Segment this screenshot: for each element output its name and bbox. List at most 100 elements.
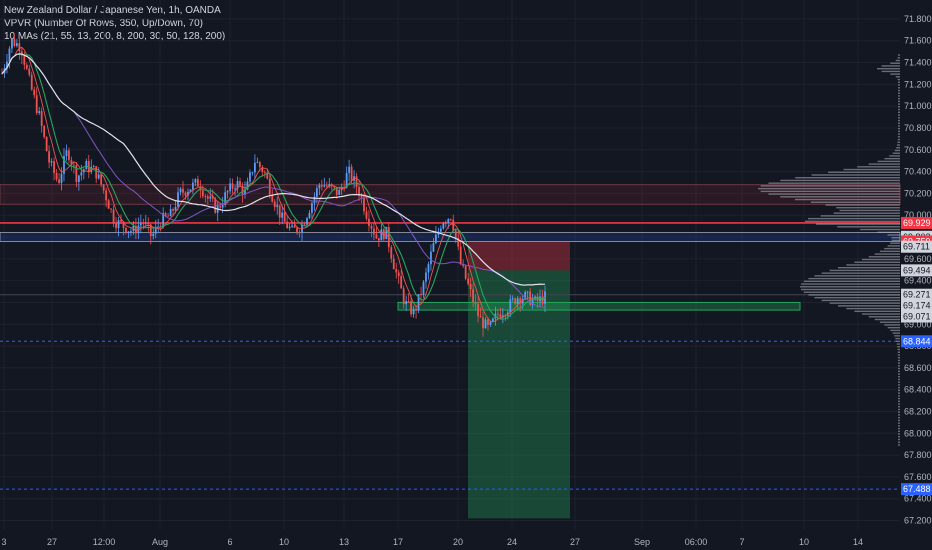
volume-profile-row xyxy=(895,76,900,78)
candle-body xyxy=(50,161,53,163)
candle-body xyxy=(308,212,311,219)
candle-body xyxy=(330,184,333,187)
ma-line-green[interactable] xyxy=(1,53,546,320)
resistance-zone[interactable] xyxy=(0,184,901,205)
candle-body xyxy=(147,222,150,225)
candle-body xyxy=(11,38,13,49)
candle-body xyxy=(459,246,462,265)
take-profit-box[interactable] xyxy=(468,270,570,519)
stop-loss-box[interactable] xyxy=(468,241,570,271)
price-badge[interactable] xyxy=(901,216,932,229)
candle-body xyxy=(92,166,95,167)
volume-profile-row xyxy=(897,384,900,386)
candle-body xyxy=(154,226,157,234)
volume-profile-row xyxy=(810,201,900,203)
candle-body xyxy=(407,300,410,302)
price-badge-label: 69.494 xyxy=(903,265,931,275)
support-zone[interactable] xyxy=(0,232,901,242)
candle-body xyxy=(395,269,398,273)
demand-zone[interactable] xyxy=(397,301,801,311)
volume-profile-row xyxy=(898,397,900,400)
candle-body xyxy=(469,284,472,290)
time-tick-label: Sep xyxy=(634,537,650,547)
volume-profile-row xyxy=(800,288,900,291)
candle-body xyxy=(271,194,274,202)
moving-averages-label[interactable]: 10 MAs (21, 55, 13, 200, 8, 200, 30, 50,… xyxy=(4,31,226,42)
price-tick-label: 70.000 xyxy=(904,210,932,220)
candle-body xyxy=(370,225,373,229)
candle-body xyxy=(499,314,502,318)
price-tick-label: 68.400 xyxy=(904,385,932,395)
candle-body xyxy=(107,200,110,209)
candle-body xyxy=(206,196,209,199)
candle-body xyxy=(142,223,145,224)
volume-profile-row xyxy=(887,326,900,329)
candle-body xyxy=(519,298,522,304)
volume-profile-row xyxy=(814,275,900,277)
volume-profile-row xyxy=(898,95,900,97)
candle-body xyxy=(164,213,167,216)
candle-body xyxy=(65,150,68,157)
volume-profile-row xyxy=(898,400,900,402)
volume-profile-row xyxy=(795,198,900,201)
candle-body xyxy=(489,321,492,325)
price-badge[interactable] xyxy=(901,299,932,312)
candle-body xyxy=(313,196,316,204)
volume-profile-row xyxy=(861,313,900,315)
candle-body xyxy=(444,222,447,224)
candle-body xyxy=(130,231,132,232)
candle-body xyxy=(291,225,293,227)
candle-body xyxy=(301,224,303,234)
candle-body xyxy=(115,223,117,229)
volume-profile-row xyxy=(768,193,900,195)
candle-body xyxy=(40,111,43,127)
candle-body xyxy=(251,172,254,174)
candle-body xyxy=(286,221,289,229)
volume-profile-row xyxy=(890,329,900,332)
volume-profile-row xyxy=(846,264,900,266)
price-badge[interactable] xyxy=(901,240,932,253)
vpvr-indicator-label[interactable]: VPVR (Number Of Rows, 350, Up/Down, 70) xyxy=(4,18,203,29)
volume-profile-row xyxy=(757,187,900,190)
candle-body xyxy=(70,160,73,165)
volume-profile-row xyxy=(898,108,900,111)
price-tick-label: 71.400 xyxy=(904,58,932,68)
price-badge[interactable] xyxy=(901,264,932,277)
candle-body xyxy=(509,299,512,313)
volume-profile-row xyxy=(868,163,900,165)
candle-body xyxy=(196,179,199,187)
candle-body xyxy=(75,165,78,182)
price-tick-label: 69.600 xyxy=(904,254,932,264)
candle-body xyxy=(506,312,509,316)
volume-profile-row xyxy=(837,226,900,228)
ma-line-white[interactable] xyxy=(1,53,546,286)
time-tick-label: 7 xyxy=(739,537,744,547)
candle-body xyxy=(293,225,296,228)
volume-profile-row xyxy=(897,376,900,378)
candle-body xyxy=(487,319,489,325)
candle-body xyxy=(482,317,484,329)
ma-line-purple[interactable] xyxy=(1,53,546,308)
price-badge[interactable] xyxy=(901,310,932,323)
price-badge-label: 69.174 xyxy=(903,300,931,310)
candle-body xyxy=(219,206,222,208)
price-badge[interactable] xyxy=(901,335,932,348)
price-badge[interactable] xyxy=(901,483,932,496)
candle-body xyxy=(333,186,336,188)
volume-profile-row xyxy=(857,166,900,168)
volume-profile-row xyxy=(820,215,900,217)
price-badge[interactable] xyxy=(901,288,932,301)
volume-profile-row xyxy=(897,127,900,130)
candle-body xyxy=(368,218,370,226)
volume-profile-row xyxy=(877,160,900,163)
volume-profile-row xyxy=(897,348,900,351)
candle-body xyxy=(211,196,214,199)
volume-profile-row xyxy=(825,204,900,206)
candle-body xyxy=(15,43,18,46)
volume-profile-row xyxy=(898,433,900,435)
volume-profile-row xyxy=(890,73,900,75)
volume-profile-row xyxy=(808,277,900,280)
candle-body xyxy=(209,196,212,199)
candle-body xyxy=(177,192,179,207)
